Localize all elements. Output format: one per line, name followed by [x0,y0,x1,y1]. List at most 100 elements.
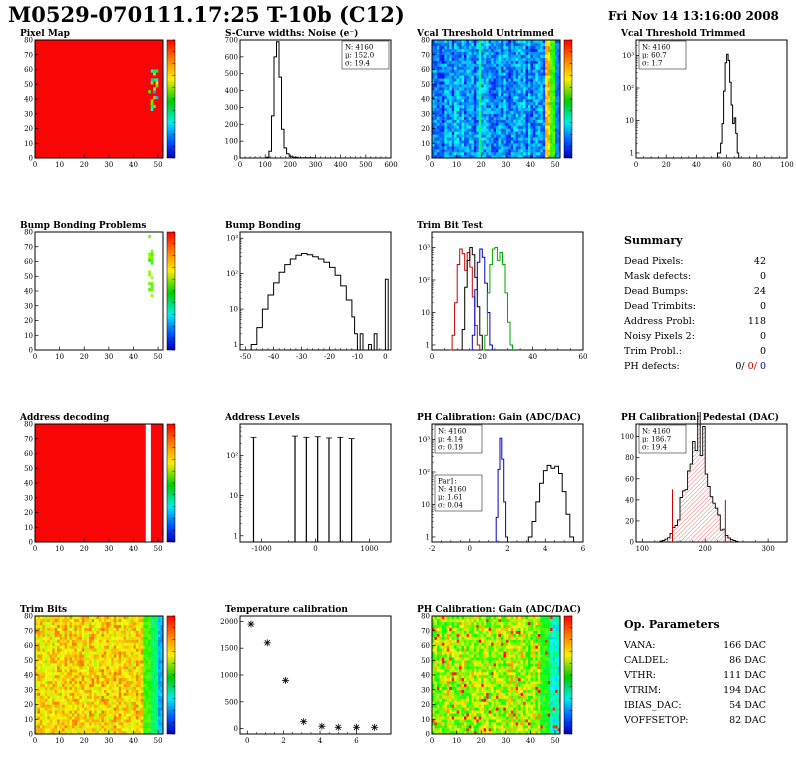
trim-bit-test-chart: 0 20 40 60 1 10 10² 10³ [418,231,587,361]
svg-text:N: 4160: N: 4160 [642,428,670,436]
summary-value: 0 [759,301,766,312]
op-parameter-value: 194 DAC [723,685,766,696]
svg-text:10: 10 [24,332,33,340]
summary-label: Noisy Pixels 2: [624,331,695,342]
svg-text:600: 600 [225,53,238,61]
svg-text:-1000: -1000 [251,545,271,553]
summary-row: Address Probl: 118 [624,316,766,327]
summary-label: Trim Probl.: [624,346,682,357]
svg-text:20: 20 [80,353,89,361]
svg-text:σ: 1.7: σ: 1.7 [642,60,663,68]
plot-title: Bump Bonding Problems [20,221,147,231]
svg-text:10: 10 [24,716,33,724]
op-parameter-value: 111 DAC [723,670,766,681]
svg-text:600: 600 [384,161,397,169]
op-parameters-title: Op. Parameters [624,618,720,631]
svg-text:0: 0 [634,161,638,169]
svg-text:60: 60 [24,642,33,650]
svg-text:50: 50 [154,353,163,361]
svg-text:10³: 10³ [418,436,430,444]
op-parameter-value: 54 DAC [729,700,766,711]
panel-trim-bit-test: 0 20 40 60 1 10 10² 10³ Trim Bit Test [402,220,598,388]
svg-text:30: 30 [104,737,113,745]
svg-text:0: 0 [29,347,33,355]
summary-label: Mask defects: [624,271,692,282]
panel-bump-bonding-problems: 0 10 20 30 40 50 0 10 20 30 40 50 60 70 80 Bump Bondin… [5,220,201,388]
svg-text:0: 0 [468,545,472,553]
summary-label: Dead Pixels: [624,256,684,267]
svg-text:N: 4160: N: 4160 [345,44,373,52]
plot-title: Trim Bits [20,605,68,615]
pixel-map-chart: 0 10 20 30 40 50 0 10 20 30 40 50 60 70 80 [24,37,176,169]
address-decoding-chart: 0 10 20 30 40 50 0 10 20 30 40 50 60 70 80 [24,421,176,553]
bump-bonding-chart: -50 -40 -30 -20 -10 0 1 10 10² 10³ [226,231,392,361]
panel-op-parameters: Op. Parameters VANA: 166 DAC CALDEL: 86 DA… [606,604,796,772]
ph-value-red: 0/ [747,361,757,372]
svg-text:0: 0 [430,161,434,169]
plot-title: Trim Bit Test [417,221,483,231]
svg-text:0: 0 [383,353,387,361]
panel-ph-gain-hist: -2 0 2 4 6 1 10 10² 10³ N: 4160 μ: 4.14 σ: 0.19 Par1… [402,412,598,580]
summary-label: Dead Bumps: [624,286,689,297]
svg-text:2: 2 [281,737,285,745]
summary-row: Dead Pixels: 42 [624,256,766,267]
svg-text:70: 70 [24,627,33,635]
address-levels-chart: -1000 0 1000 1 10 10² [226,423,392,553]
svg-text:200: 200 [225,121,238,129]
summary-value: 24 [753,286,766,297]
summary-value: 0 [759,346,766,357]
plot-title: Address Levels [225,413,300,423]
svg-text:40: 40 [625,496,634,504]
svg-text:μ: 152.0: μ: 152.0 [345,52,374,60]
summary-value: 42 [753,256,766,267]
svg-text:10²: 10² [226,452,238,460]
summary-label: Dead Trimbits: [624,301,696,312]
summary-row: Noisy Pixels 2: 0 [624,331,766,342]
summary-value: 0 [759,271,766,282]
svg-text:20: 20 [24,701,33,709]
summary-row: Dead Bumps: 24 [624,286,766,297]
svg-text:80: 80 [24,613,33,621]
svg-text:40: 40 [526,161,535,169]
op-parameter-label: VOFFSETOP: [624,715,689,726]
svg-text:-50: -50 [240,353,251,361]
svg-text:Par1:: Par1: [438,478,457,486]
svg-text:500: 500 [359,161,372,169]
svg-text:20: 20 [80,737,89,745]
svg-text:0: 0 [29,539,33,547]
svg-text:10²: 10² [622,84,634,92]
svg-text:20: 20 [80,545,89,553]
op-parameter-row: IBIAS_DAC: 54 DAC [624,700,766,711]
svg-text:30: 30 [24,302,33,310]
svg-text:μ: 60.7: μ: 60.7 [642,52,667,60]
svg-text:10: 10 [452,161,461,169]
svg-text:80: 80 [24,37,33,45]
plot-title: Temperature calibration [225,605,348,615]
svg-text:50: 50 [154,545,163,553]
svg-text:40: 40 [129,737,138,745]
svg-text:500: 500 [225,70,238,78]
op-parameter-label: VTHR: [624,670,656,681]
plot-title: Vcal Threshold Trimmed [621,29,746,39]
svg-text:-40: -40 [268,353,279,361]
panel-temperature-calibration: 0 2 4 6 0 500 1000 1500 2000 Temperature calibra… [210,604,406,772]
svg-text:10: 10 [229,306,238,314]
panel-scurve-noise: 0 100 200 300 400 500 600 0 100 200 300 400 500 600 70… [210,28,406,196]
svg-text:60: 60 [722,161,731,169]
op-parameter-label: IBIAS_DAC: [624,700,682,711]
svg-text:70: 70 [24,435,33,443]
op-parameter-value: 86 DAC [729,655,766,666]
svg-text:10²: 10² [226,270,238,278]
svg-text:0: 0 [245,737,249,745]
page-title: M0529-070111.17:25 T-10b (C12) [8,2,405,27]
panel-ph-pedestal: 100 200 300 0 20 40 60 80 100 N: 4160 μ: 186.7 σ: 1… [606,412,796,580]
panel-bump-bonding: -50 -40 -30 -20 -10 0 1 10 10² 10³ Bump Bonding [210,220,406,388]
svg-text:6: 6 [354,737,359,745]
svg-text:60: 60 [24,258,33,266]
svg-text:200: 200 [284,161,297,169]
op-parameter-row: VANA: 166 DAC [624,640,766,651]
plot-title: PH Calibration: Gain (ADC/DAC) [417,413,581,423]
